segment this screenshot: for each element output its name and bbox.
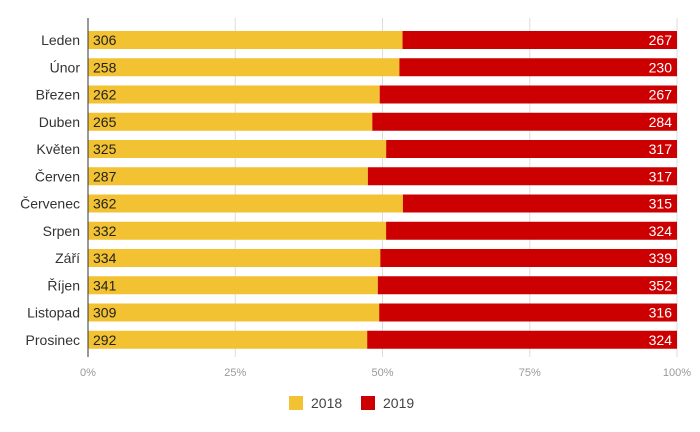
bar-2018 <box>88 112 373 131</box>
data-label-2019: 267 <box>649 87 673 103</box>
bar-2018 <box>88 31 403 49</box>
bar-2018 <box>88 276 378 295</box>
bar-2018 <box>88 303 380 322</box>
legend-swatch <box>289 396 303 410</box>
bar-2018 <box>88 194 403 213</box>
data-label-2018: 287 <box>93 168 117 184</box>
data-label-2019: 317 <box>649 141 673 157</box>
bar-2019 <box>386 221 677 240</box>
category-label: Únor <box>50 59 81 75</box>
data-label-2018: 265 <box>93 114 117 130</box>
bar-2019 <box>402 31 677 49</box>
data-label-2018: 325 <box>93 141 117 157</box>
data-label-2019: 324 <box>649 332 673 348</box>
category-label: Červen <box>35 168 80 184</box>
bar-2018 <box>88 85 380 104</box>
data-label-2019: 324 <box>649 223 673 239</box>
category-label: Červenec <box>20 196 80 212</box>
bar-2019 <box>377 276 677 295</box>
data-label-2018: 332 <box>93 223 117 239</box>
bar-2019 <box>379 85 677 104</box>
data-label-2018: 306 <box>93 32 117 48</box>
bar-2019 <box>372 112 677 131</box>
legend-label: 2019 <box>383 395 414 411</box>
legend-label: 2018 <box>311 395 342 411</box>
data-label-2019: 315 <box>649 196 673 212</box>
bar-2018 <box>88 330 368 349</box>
category-label: Říjen <box>47 277 80 293</box>
bar-2019 <box>402 194 677 213</box>
bar-2018 <box>88 140 387 158</box>
data-label-2019: 267 <box>649 32 673 48</box>
data-label-2019: 317 <box>649 168 673 184</box>
legend-swatch <box>361 396 375 410</box>
data-label-2019: 284 <box>649 114 673 130</box>
x-tick-label: 100% <box>663 367 691 379</box>
bar-2018 <box>88 58 400 77</box>
data-label-2018: 334 <box>93 250 117 266</box>
bars: 306 267 258 230 262 267 265 284 325 317 287 317 362 3… <box>88 31 677 349</box>
data-label-2018: 309 <box>93 305 117 321</box>
x-axis-ticks: 0% 25% 50% 75% 100% <box>80 367 691 379</box>
data-label-2018: 262 <box>93 87 117 103</box>
bar-2019 <box>367 167 677 186</box>
data-label-2018: 258 <box>93 59 117 75</box>
category-label: Březen <box>36 87 80 103</box>
bar-2018 <box>88 221 387 240</box>
bar-2019 <box>367 330 677 349</box>
category-label: Srpen <box>43 223 80 239</box>
data-label-2019: 339 <box>649 250 673 266</box>
bar-2019 <box>380 249 677 267</box>
x-tick-label: 50% <box>371 367 393 379</box>
category-labels: Leden Únor Březen Duben Květen Červen Červenec… <box>20 32 80 348</box>
data-label-2018: 292 <box>93 332 117 348</box>
data-label-2019: 316 <box>649 305 673 321</box>
bar-2018 <box>88 249 381 267</box>
bar-2019 <box>399 58 677 77</box>
x-tick-label: 75% <box>519 367 541 379</box>
bar-2019 <box>379 303 677 322</box>
legend: 2018 2019 <box>289 395 414 411</box>
category-label: Leden <box>41 32 80 48</box>
data-label-2019: 230 <box>649 59 673 75</box>
category-label: Květen <box>36 141 80 157</box>
x-tick-label: 25% <box>224 367 246 379</box>
bar-2018 <box>88 167 368 186</box>
category-label: Duben <box>39 114 80 130</box>
x-tick-label: 0% <box>80 367 96 379</box>
data-label-2019: 352 <box>649 277 673 293</box>
data-label-2018: 362 <box>93 196 117 212</box>
bar-2019 <box>386 140 677 158</box>
category-label: Prosinec <box>26 332 80 348</box>
category-label: Listopad <box>27 305 80 321</box>
category-label: Září <box>55 250 80 266</box>
data-label-2018: 341 <box>93 277 117 293</box>
